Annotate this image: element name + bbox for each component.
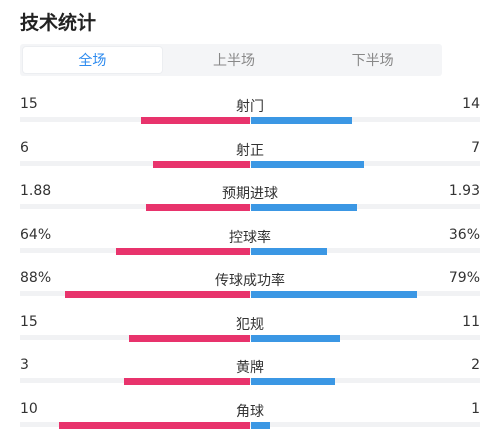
home-value: 64% [20,226,52,243]
stat-bar-track [20,421,480,427]
home-value: 10 [20,400,38,417]
stat-bar-track [20,204,480,209]
home-bar [59,421,250,429]
home-bar [146,204,250,211]
stat-row: 64% 控球率 36% [0,227,500,271]
tab-second-half[interactable]: 下半场 [351,53,394,69]
home-value: 88% [20,270,52,286]
home-bar [129,334,250,342]
stat-label: 传球成功率 [215,273,285,289]
home-bar [116,247,250,255]
home-value: 15 [20,313,38,330]
away-value: 2 [471,357,480,373]
stat-row: 88% 传球成功率 79% [0,270,500,314]
home-value: 1.88 [20,183,52,199]
away-value: 1.93 [448,183,480,199]
stat-label: 角球 [236,403,264,420]
home-value: 3 [20,357,29,373]
stat-label: 射正 [236,142,264,159]
away-bar [251,247,327,255]
stat-label: 预期进球 [222,186,278,202]
stat-row: 6 射正 7 [0,140,500,184]
away-value: 36% [448,226,480,243]
tab-full-match[interactable]: 全场 [23,47,162,73]
stat-bar-track [20,291,480,296]
stat-label: 黄牌 [236,360,264,376]
stat-row: 1.88 预期进球 1.93 [0,183,500,227]
away-bar [251,421,270,429]
away-value: 7 [471,139,480,156]
home-value: 15 [20,96,38,112]
away-value: 14 [462,96,480,112]
stat-label: 控球率 [229,229,271,246]
away-bar [251,160,364,168]
stat-label: 射门 [236,99,264,115]
away-bar [251,291,417,298]
tab-first-half[interactable]: 上半场 [213,53,255,69]
stat-row: 3 黄牌 2 [0,357,500,401]
stat-bar-track [20,334,480,340]
stat-row: 10 角球 1 [0,401,500,445]
stat-label: 犯规 [236,316,264,333]
stat-bar-track [20,160,480,166]
away-value: 11 [462,313,480,330]
stat-bar-track [20,117,480,122]
away-bar [251,204,357,211]
period-tabs: 全场 上半场 下半场 [20,44,442,76]
away-bar [251,334,340,342]
home-bar [141,117,250,124]
stat-bar-track [20,247,480,253]
page-title: 技术统计 [20,12,97,34]
away-bar [251,117,352,124]
away-value: 79% [448,270,480,286]
away-value: 1 [471,400,480,417]
away-bar [251,378,335,385]
home-bar [124,378,250,385]
home-bar [65,291,250,298]
stat-row: 15 射门 14 [0,96,500,140]
home-bar [153,160,250,168]
stat-bar-track [20,378,480,383]
home-value: 6 [20,139,29,156]
stat-row: 15 犯规 11 [0,314,500,358]
